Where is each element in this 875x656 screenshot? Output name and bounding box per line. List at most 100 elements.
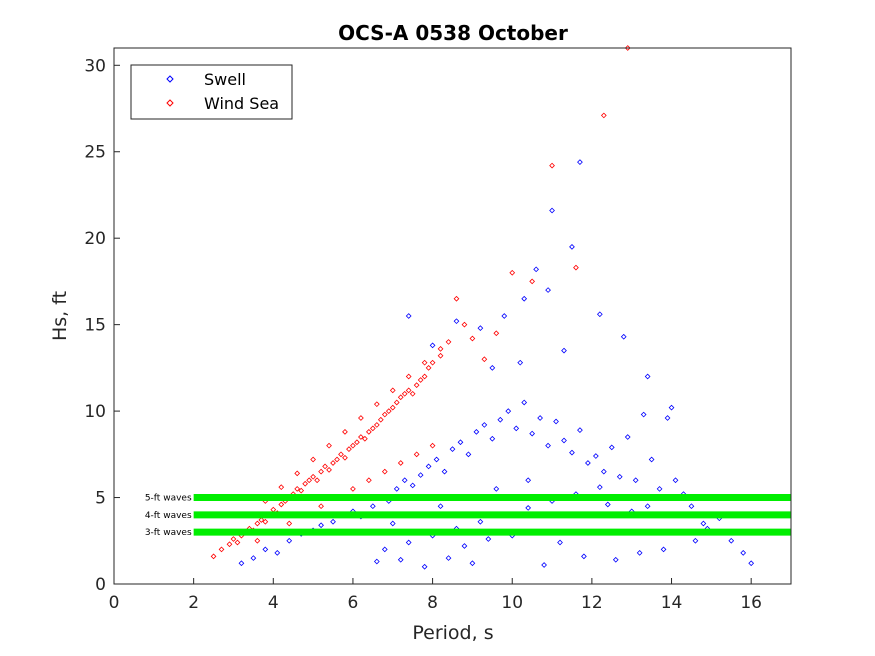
- swell-point: [608, 444, 615, 451]
- swell-point: [485, 536, 492, 542]
- swell-point: [728, 537, 735, 544]
- swell-point: [525, 505, 532, 511]
- swell-point: [493, 486, 500, 492]
- wind-sea-point: [385, 408, 392, 414]
- swell-point: [581, 553, 587, 560]
- wind-sea-point: [600, 112, 607, 119]
- legend: Swell Wind Sea: [130, 64, 293, 120]
- chart-title: OCS-A 0538 October: [338, 21, 568, 45]
- x-tick-label: 14: [661, 593, 683, 613]
- y-tick-label: 5: [95, 489, 106, 509]
- swell-point: [429, 342, 436, 349]
- wind-sea-point: [417, 377, 424, 383]
- wind-sea-point: [389, 387, 396, 394]
- swell-point: [477, 518, 484, 525]
- x-tick-label: 6: [348, 593, 359, 613]
- wind-sea-point: [397, 394, 404, 401]
- swell-point: [389, 520, 396, 527]
- wind-sea-point: [425, 365, 432, 371]
- wind-sea-point: [437, 352, 444, 359]
- swell-point: [453, 318, 460, 325]
- swell-point: [473, 428, 480, 435]
- y-axis-ticks: 0 5 10 15 20 25 30: [84, 56, 120, 595]
- swell-point: [569, 449, 575, 456]
- wind-sea-point: [366, 428, 372, 435]
- wind-sea-point: [393, 399, 400, 406]
- swell-point: [596, 311, 603, 318]
- swell-point: [457, 439, 464, 446]
- swell-point: [557, 539, 563, 546]
- wind-sea-point: [421, 373, 428, 380]
- swell-point: [469, 560, 476, 567]
- swell-point: [318, 522, 324, 529]
- swell-point: [624, 434, 631, 440]
- swell-point: [405, 313, 412, 319]
- wind-sea-point: [429, 442, 436, 449]
- swell-point: [521, 399, 528, 406]
- y-tick-label: 20: [84, 229, 106, 249]
- swell-point: [529, 430, 536, 437]
- wind-sea-point: [358, 415, 364, 421]
- swell-point: [274, 550, 281, 556]
- swell-point: [561, 347, 567, 354]
- wind-sea-point: [493, 330, 500, 337]
- swell-point: [549, 207, 555, 214]
- wind-sea-point: [354, 439, 360, 446]
- x-tick-label: 16: [740, 593, 762, 613]
- y-tick-label: 0: [95, 575, 106, 595]
- swell-point: [465, 451, 472, 458]
- swell-point: [417, 472, 424, 478]
- y-tick-label: 15: [84, 316, 106, 336]
- swell-point: [561, 437, 567, 444]
- wind-sea-point: [342, 428, 348, 435]
- wind-sea-point: [318, 503, 324, 510]
- swell-point: [537, 415, 543, 421]
- swell-point: [393, 486, 400, 492]
- wind-sea-point: [330, 460, 336, 466]
- swell-point: [521, 295, 528, 302]
- swell-point: [421, 563, 428, 570]
- wind-sea-point: [624, 45, 631, 51]
- swell-point: [672, 477, 679, 484]
- swell-point: [596, 484, 603, 491]
- legend-swell-label: Swell: [204, 70, 246, 89]
- swell-point: [640, 411, 647, 418]
- swell-point: [604, 501, 611, 508]
- x-axis-label: Period, s: [412, 622, 493, 644]
- swell-point: [740, 550, 747, 556]
- wind-sea-point: [461, 321, 468, 328]
- swell-point: [612, 556, 619, 563]
- swell-point: [330, 518, 336, 525]
- legend-wind-sea-marker: [166, 99, 174, 107]
- wind-sea-point: [218, 546, 225, 553]
- wind-sea-point: [262, 518, 269, 525]
- wind-sea-point: [226, 541, 233, 548]
- swell-point: [238, 560, 245, 567]
- swell-point: [648, 456, 655, 463]
- plot-background: [114, 48, 791, 584]
- wind-sea-point: [210, 553, 217, 560]
- swell-point: [409, 482, 416, 489]
- wind-sea-point: [298, 487, 305, 494]
- wind-sea-point: [469, 335, 476, 342]
- swell-point: [505, 408, 512, 414]
- wind-sea-point: [310, 473, 316, 480]
- swell-point: [592, 453, 599, 459]
- wind-sea-point: [258, 517, 265, 523]
- swell-point: [497, 416, 504, 423]
- wind-sea-point: [397, 460, 404, 466]
- swell-point: [541, 562, 547, 568]
- wind-sea-point: [437, 345, 444, 352]
- swell-point: [477, 325, 484, 331]
- swell-point: [664, 415, 671, 421]
- x-tick-label: 8: [427, 593, 438, 613]
- wind-sea-point: [342, 454, 348, 461]
- wind-sea-point: [230, 536, 237, 542]
- swell-point: [501, 313, 508, 319]
- swell-point: [489, 365, 496, 371]
- wind-sea-point: [373, 401, 380, 408]
- legend-wind-sea-label: Wind Sea: [204, 94, 279, 113]
- swell-point: [620, 333, 627, 340]
- swell-point: [545, 442, 551, 449]
